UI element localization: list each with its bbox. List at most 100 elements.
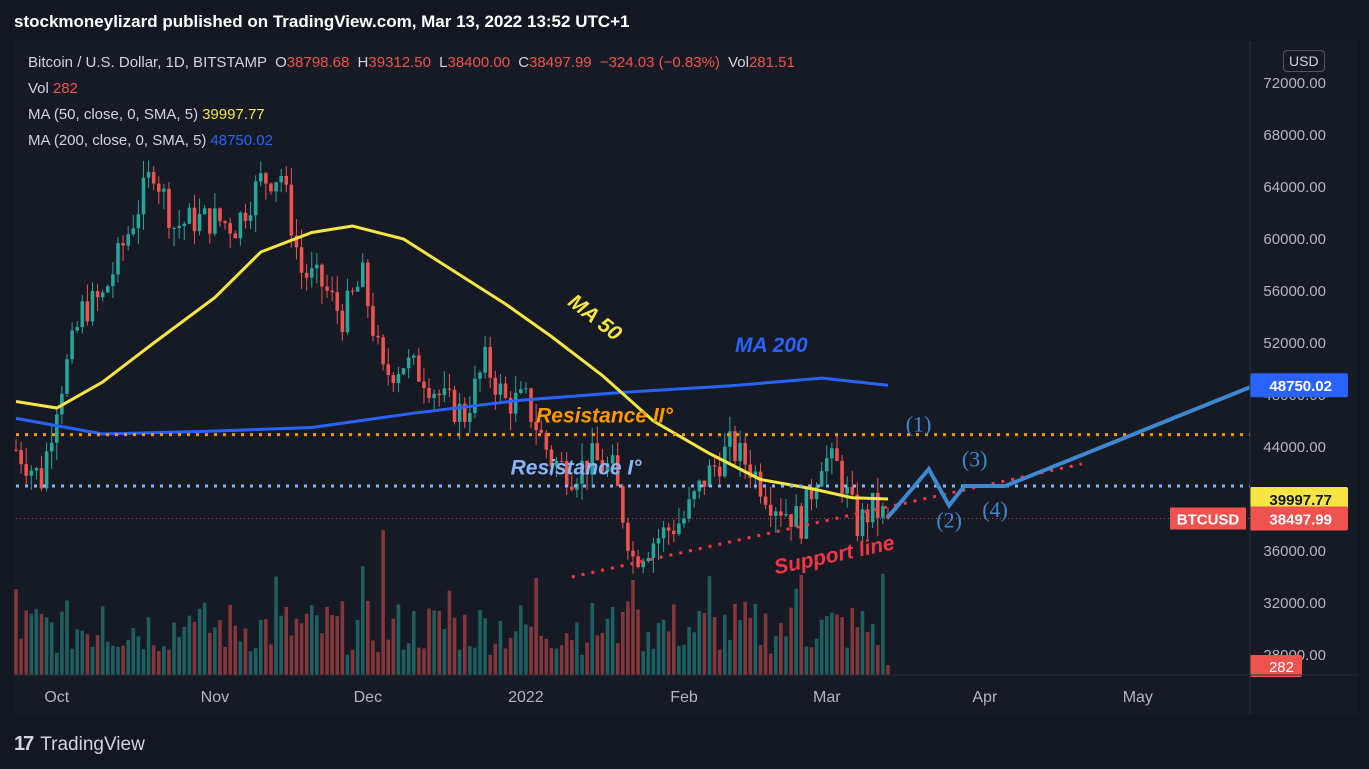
candle-body	[875, 492, 880, 518]
candle-body	[70, 330, 74, 360]
volume-bar	[498, 620, 503, 675]
volume-bar	[44, 617, 49, 675]
volume-bar	[462, 614, 467, 675]
volume-bar	[106, 641, 110, 675]
volume-bar	[738, 619, 742, 675]
volume-bar	[172, 622, 176, 675]
candle-body	[809, 489, 814, 500]
support-line	[571, 462, 1083, 579]
volume-bar	[360, 566, 365, 675]
volume-bar	[717, 649, 722, 675]
volume-bar	[243, 628, 248, 675]
candle-body	[228, 223, 232, 234]
candle-body	[768, 504, 773, 516]
candle-body	[233, 233, 238, 239]
candle-body	[396, 374, 401, 384]
wave-label: (2)	[936, 508, 962, 533]
time-tick-label: 2022	[508, 689, 544, 706]
volume-bar	[279, 615, 283, 675]
volume-bar	[728, 639, 732, 675]
currency-button[interactable]: USD	[1283, 50, 1325, 72]
volume-bar	[773, 636, 778, 675]
volume-bar	[29, 613, 34, 675]
volume-bar	[238, 641, 243, 675]
volume-bar	[457, 649, 462, 675]
volume-bar	[258, 619, 263, 675]
candle-body	[294, 235, 299, 248]
candle-body	[473, 378, 477, 414]
volume-bar	[417, 647, 421, 675]
candle-body	[243, 212, 248, 222]
chart-frame	[14, 41, 1358, 715]
candle-body	[156, 183, 161, 192]
candle-body	[733, 431, 737, 462]
volume-bar	[478, 610, 482, 675]
candle-body	[304, 272, 309, 278]
candle-body	[75, 327, 79, 331]
candle-body	[478, 372, 482, 379]
candle-body	[452, 389, 457, 422]
candle-body	[753, 471, 758, 478]
wave-label: (1)	[906, 411, 932, 436]
candle-body	[595, 443, 600, 461]
volume-bar	[427, 608, 431, 675]
volume-bar	[595, 635, 600, 675]
volume-bar	[233, 625, 238, 675]
candle-body	[677, 523, 681, 535]
candle-body	[248, 215, 253, 222]
candle-body	[274, 182, 278, 192]
volume-bar	[187, 615, 192, 675]
volume-bars	[14, 530, 890, 675]
volume-bar	[661, 619, 666, 675]
volume-bar	[508, 637, 513, 675]
volume-bar	[386, 639, 391, 675]
candle-body	[717, 466, 722, 477]
candle-body	[376, 335, 380, 338]
volume-bar	[14, 589, 18, 675]
volume-bar	[865, 631, 870, 675]
volume-bar	[411, 611, 416, 675]
volume-bar	[886, 665, 890, 675]
volume-bar	[513, 631, 518, 675]
volume-bar	[167, 649, 171, 675]
candle-body	[279, 176, 283, 183]
volume-bar	[615, 643, 620, 675]
candle-body	[692, 491, 696, 500]
candle-body	[728, 431, 732, 447]
volume-bar	[743, 601, 747, 675]
candle-body	[615, 455, 620, 487]
candle-body	[529, 388, 533, 422]
symbol-name: Bitcoin / U.S. Dollar, 1D, BITSTAMP	[28, 54, 267, 71]
volume-bar	[789, 607, 793, 675]
candle-body	[131, 228, 136, 235]
price-tick-label: 32000.00	[1263, 595, 1326, 612]
volume-bar	[202, 602, 207, 675]
candle-body	[651, 543, 656, 558]
volume-bar	[590, 603, 594, 675]
volume-bar	[381, 530, 385, 675]
volume-bar	[223, 646, 227, 675]
candle-body	[865, 509, 870, 523]
candle-body	[687, 499, 691, 519]
candle-body	[315, 264, 319, 269]
price-tag-symbol: BTCUSD	[1177, 512, 1240, 529]
volume-bar	[610, 606, 615, 675]
candle-body	[524, 388, 528, 390]
candle-body	[519, 389, 523, 393]
volume-bar	[131, 628, 136, 675]
volume-bar	[55, 652, 59, 675]
candle-body	[483, 346, 487, 373]
candle-body	[19, 449, 23, 465]
volume-bar	[65, 600, 69, 675]
volume-bar	[488, 654, 493, 675]
volume-bar	[197, 608, 202, 675]
volume-tag-bg	[1250, 655, 1302, 677]
volume-bar	[687, 626, 691, 675]
tradingview-footer[interactable]: 17 TradingView	[14, 733, 145, 756]
candle-body	[391, 375, 396, 384]
volume-bar	[763, 613, 768, 675]
volume-bar	[656, 623, 661, 675]
volume-bar	[539, 635, 543, 675]
volume-bar	[289, 635, 294, 675]
